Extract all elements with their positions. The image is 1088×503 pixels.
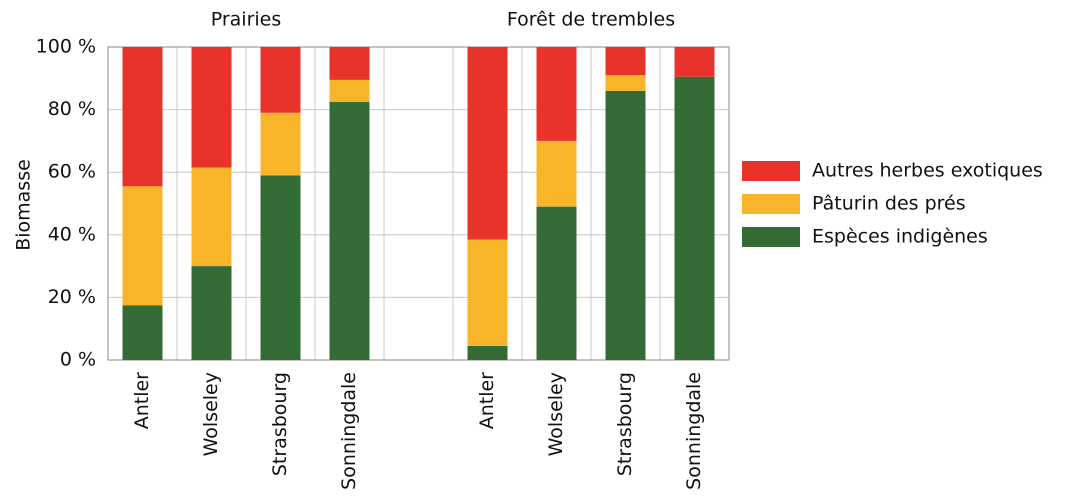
x-tick-label: Sonningdale — [338, 372, 360, 490]
bar-segment — [122, 186, 163, 306]
bar-segment — [260, 112, 301, 176]
legend-swatch — [742, 161, 800, 181]
x-tick-label: Antler — [131, 372, 153, 429]
y-tick-label: 0 % — [60, 349, 96, 371]
bar-segment — [329, 47, 370, 80]
x-tick-label: Antler — [476, 372, 498, 429]
x-tick-label: Wolseley — [200, 372, 222, 456]
bar-segment — [467, 239, 508, 346]
legend-label: Autres herbes exotiques — [812, 160, 1043, 182]
bar-segment — [329, 79, 370, 102]
legend-label: Pâturin des prés — [812, 193, 966, 215]
bar-segment — [536, 140, 577, 207]
plot-frame — [107, 46, 730, 361]
x-tick-label: Strasbourg — [269, 372, 291, 476]
bar-segment — [122, 305, 163, 360]
bar-segment — [605, 47, 646, 76]
y-axis-label: Biomasse — [13, 159, 35, 251]
bar-segment — [260, 47, 301, 113]
bar-segment — [605, 75, 646, 91]
x-tick-label: Sonningdale — [683, 372, 705, 490]
bar-segment — [467, 345, 508, 360]
bar-segment — [536, 47, 577, 141]
y-tick-label: 20 % — [48, 286, 96, 308]
bar-segment — [191, 167, 232, 267]
group-title: Prairies — [211, 9, 282, 31]
y-tick-label: 40 % — [48, 223, 96, 245]
bar-segment — [674, 47, 715, 77]
x-tick-label: Strasbourg — [614, 372, 636, 476]
bar-segment — [329, 101, 370, 361]
bar-segment — [260, 175, 301, 360]
bar-segment — [605, 90, 646, 360]
bar-segment — [536, 206, 577, 360]
legend-label: Espèces indigènes — [812, 226, 988, 248]
bar-segment — [674, 76, 715, 361]
bar-segment — [191, 47, 232, 168]
y-tick-label: 60 % — [48, 161, 96, 183]
legend-swatch — [742, 194, 800, 214]
group-title: Forêt de trembles — [507, 9, 675, 31]
x-tick-label: Wolseley — [545, 372, 567, 456]
y-tick-label: 100 % — [36, 36, 96, 58]
bar-segment — [467, 47, 508, 240]
bar-segment — [122, 47, 163, 187]
y-tick-label: 80 % — [48, 98, 96, 120]
bar-segment — [191, 266, 232, 360]
legend-swatch — [742, 227, 800, 247]
